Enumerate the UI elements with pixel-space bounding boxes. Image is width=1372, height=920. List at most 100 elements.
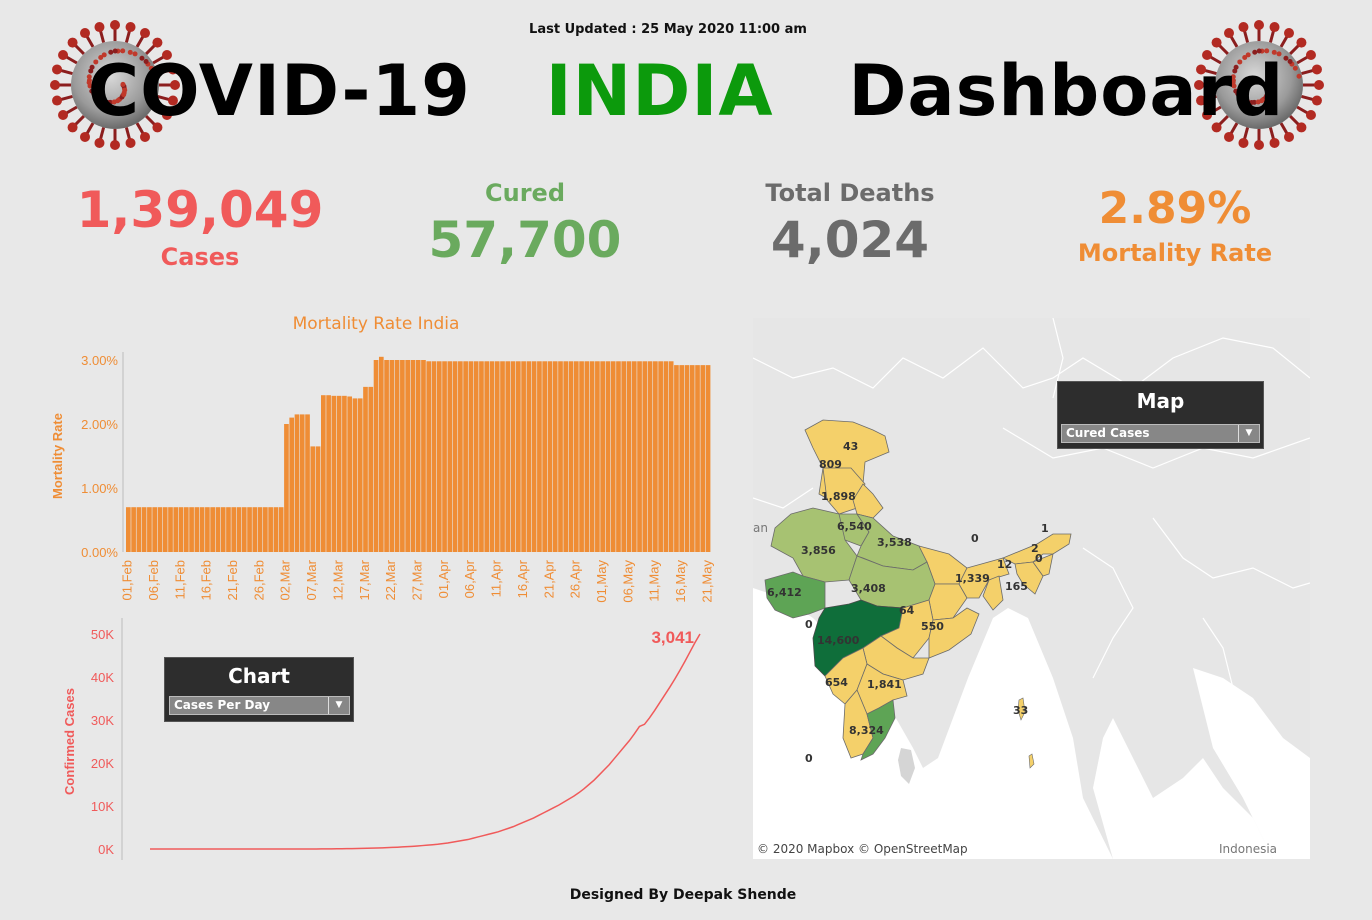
x-tick-label: 27,Mar xyxy=(410,559,425,600)
map-region-label[interactable]: 550 xyxy=(921,620,944,633)
map-region-label[interactable]: 0 xyxy=(805,752,813,765)
map-region-label[interactable]: 809 xyxy=(819,458,842,471)
bar xyxy=(468,361,474,552)
bar xyxy=(679,365,685,552)
map-region-label[interactable]: 14,600 xyxy=(817,634,860,647)
bar xyxy=(547,361,553,552)
mortality-value: 2.89% xyxy=(1098,183,1252,234)
map-region-label[interactable]: 165 xyxy=(1005,580,1028,593)
x-tick-label: 01,Feb xyxy=(120,560,135,600)
bar xyxy=(531,361,537,552)
bar xyxy=(373,360,379,552)
bar xyxy=(505,361,511,552)
bar xyxy=(273,507,279,552)
bar xyxy=(247,507,252,552)
bar xyxy=(542,361,548,552)
map-region-label[interactable]: 8,324 xyxy=(849,724,884,737)
bar xyxy=(305,414,310,552)
bar xyxy=(431,361,437,552)
chart-type-select[interactable]: Cases Per Day ▼ xyxy=(169,696,350,715)
x-tick-label: 12,Mar xyxy=(330,559,345,600)
bar xyxy=(573,361,579,552)
map-region-label[interactable]: 12 xyxy=(997,558,1013,571)
bar xyxy=(658,361,663,552)
map-region-label[interactable]: 1 xyxy=(1041,522,1049,535)
bar xyxy=(236,507,242,552)
map-region-label[interactable]: 3,856 xyxy=(801,544,836,557)
chevron-down-icon[interactable]: ▼ xyxy=(328,697,349,714)
bar xyxy=(589,361,595,552)
mortality-rate-chart: 3.00% 2.00% 1.00% 0.00% Mortality Rate 01,Feb… xyxy=(50,352,714,603)
bar xyxy=(436,361,442,552)
bar xyxy=(647,361,653,552)
map-region-label[interactable]: 3,538 xyxy=(877,536,912,549)
bar xyxy=(347,396,353,552)
map-region-label[interactable]: 43 xyxy=(843,440,859,453)
bar xyxy=(579,361,584,552)
map-edge-label: an xyxy=(753,521,768,535)
y-tick-label: 40K xyxy=(91,670,114,685)
bar xyxy=(284,424,289,552)
x-tick-label: 01,Apr xyxy=(436,559,451,598)
bar xyxy=(147,507,152,552)
x-tick-label: 11,May xyxy=(647,560,662,602)
bar xyxy=(526,361,532,552)
y-tick-label: 0K xyxy=(98,842,114,857)
bar xyxy=(342,395,347,552)
map-region-label[interactable]: 654 xyxy=(825,676,848,689)
bar xyxy=(321,395,326,552)
bar xyxy=(210,507,215,552)
x-tick-label: 22,Mar xyxy=(383,559,398,600)
x-tick-label: 21,Apr xyxy=(541,559,556,598)
bar xyxy=(700,365,706,552)
bar xyxy=(331,395,337,552)
bar xyxy=(189,507,194,552)
coronavirus-icon xyxy=(1194,20,1324,150)
bar xyxy=(494,361,500,552)
map-region-label[interactable]: 0 xyxy=(971,532,979,545)
map-region-label[interactable]: 1,841 xyxy=(867,678,902,691)
bar xyxy=(500,361,505,552)
map-region-label[interactable]: 2 xyxy=(1031,542,1039,555)
bar xyxy=(584,361,590,552)
bar xyxy=(215,507,221,552)
chart-type-select-value: Cases Per Day xyxy=(174,698,271,712)
x-tick-label: 16,Feb xyxy=(199,560,214,600)
map-region-label[interactable]: 3,408 xyxy=(851,582,886,595)
map-region-label[interactable]: 0 xyxy=(805,618,813,631)
bar xyxy=(162,507,168,552)
map-region-label[interactable]: 0 xyxy=(1035,552,1043,565)
bar xyxy=(695,365,700,552)
x-tick-label: 01,May xyxy=(594,560,609,603)
bar xyxy=(558,361,563,552)
bar xyxy=(183,507,189,552)
map-metric-select[interactable]: Cured Cases ▼ xyxy=(1061,424,1260,443)
bar xyxy=(152,507,158,552)
bar xyxy=(653,361,658,552)
bar xyxy=(516,361,521,552)
map-region-label[interactable]: 1,339 xyxy=(955,572,990,585)
x-tick-label: 11,Feb xyxy=(172,560,187,600)
bar xyxy=(268,507,273,552)
bar xyxy=(600,361,605,552)
map-region-label[interactable]: 6,412 xyxy=(767,586,802,599)
map-region-label[interactable]: 6,540 xyxy=(837,520,872,533)
x-tick-label: 26,Feb xyxy=(251,560,266,600)
mortality-label: Mortality Rate xyxy=(1077,239,1273,267)
map-attribution[interactable]: © 2020 Mapbox © OpenStreetMap xyxy=(757,842,968,856)
bar xyxy=(605,361,611,552)
bar xyxy=(310,446,316,552)
map-region-label[interactable]: 1,898 xyxy=(821,490,856,503)
map-region-label[interactable]: 33 xyxy=(1013,704,1029,717)
last-value-label: 3,041 xyxy=(651,628,694,647)
bar xyxy=(205,507,210,552)
bar xyxy=(684,365,690,552)
map-country-label: Indonesia xyxy=(1219,842,1278,856)
y-tick-label: 3.00% xyxy=(81,353,118,368)
map-region-label[interactable]: 64 xyxy=(899,604,915,617)
bar xyxy=(368,386,374,552)
kpi-mortality: 2.89% Mortality Rate xyxy=(1040,182,1310,270)
chevron-down-icon[interactable]: ▼ xyxy=(1238,425,1259,442)
bar xyxy=(384,360,389,552)
bar xyxy=(426,361,432,552)
